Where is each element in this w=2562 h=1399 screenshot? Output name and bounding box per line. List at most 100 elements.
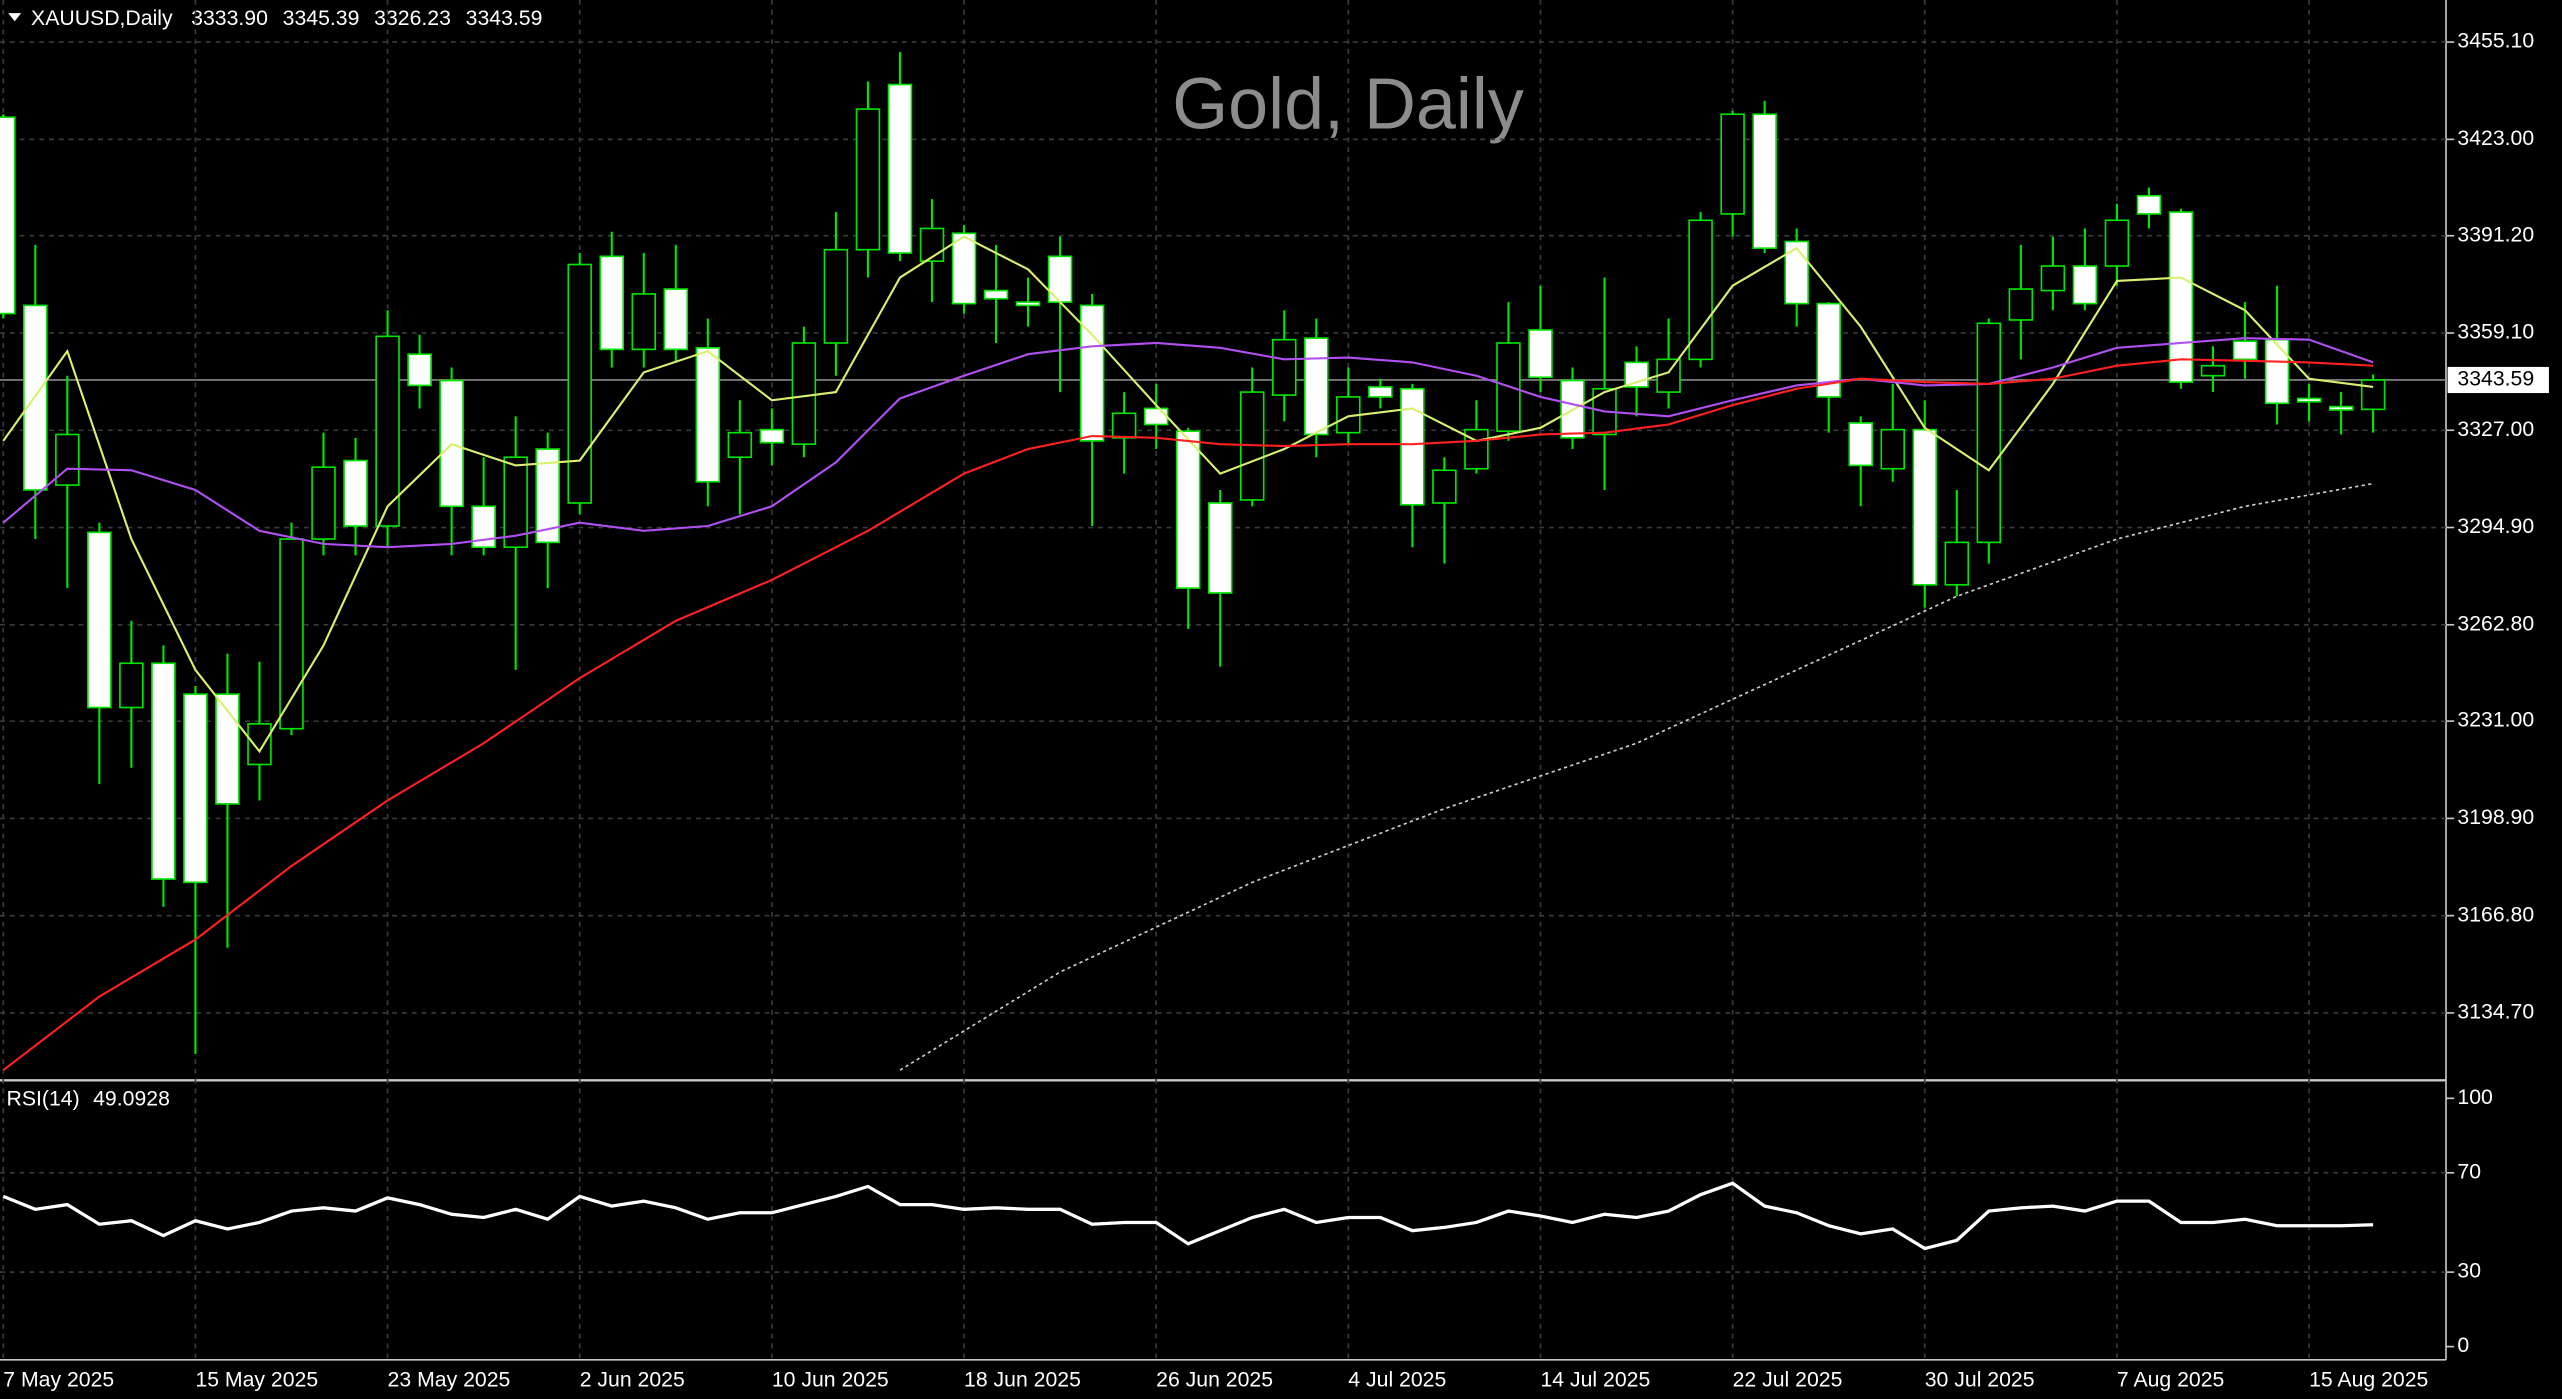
current-price-box (2447, 366, 2549, 394)
y-tick-label: 70 (2457, 1159, 2481, 1183)
candle-body (1207, 502, 1233, 594)
rsi-value: 49.0928 (93, 1087, 170, 1111)
x-tick-label: 15 May 2025 (195, 1368, 318, 1392)
candle-body (0, 116, 16, 315)
x-tick-label: 22 Jul 2025 (1733, 1368, 1843, 1392)
candle-body (983, 289, 1009, 300)
candle-body (279, 538, 304, 730)
candle-body (1720, 113, 1745, 215)
y-tick-label: 3423.00 (2457, 126, 2534, 150)
candle-body (1304, 337, 1329, 436)
y-tick-label: 3166.80 (2457, 902, 2534, 926)
y-tick-label: 0 (2457, 1333, 2469, 1357)
candle-body (1752, 113, 1777, 249)
candle-body (727, 431, 753, 459)
candle-body (1175, 430, 1201, 589)
candle-body (1848, 422, 1873, 467)
open-label: 3333.90 (191, 6, 268, 30)
x-tick-label: 10 Jun 2025 (772, 1368, 889, 1392)
candle-body (55, 433, 80, 486)
candle-body (1111, 412, 1137, 439)
moving-average (2, 235, 2374, 754)
y-tick-label: 30 (2457, 1259, 2481, 1283)
y-tick-label: 3391.20 (2457, 222, 2534, 246)
candle-body (951, 232, 977, 305)
y-tick-label: 100 (2457, 1085, 2492, 1109)
candle-body (887, 83, 913, 254)
candle-body (1400, 387, 1425, 506)
candle-body (2232, 340, 2258, 361)
candle-body (1079, 304, 1105, 442)
y-tick-label: 3231.00 (2457, 708, 2534, 732)
menu-triangle[interactable] (8, 13, 22, 22)
candle-body (2296, 397, 2322, 403)
candle-body (2136, 194, 2162, 215)
candle-body (759, 428, 785, 444)
x-tick-label: 7 Aug 2025 (2117, 1368, 2224, 1392)
candle-body (119, 662, 144, 709)
candle-body (1528, 329, 1553, 379)
candle-body (823, 248, 849, 344)
rsi-label: RSI(14) (7, 1087, 80, 1111)
candle-body (2104, 219, 2130, 267)
watermark-title: Gold, Daily (1172, 64, 1524, 144)
y-tick-label: 3134.70 (2457, 1000, 2534, 1024)
candle-body (311, 466, 336, 540)
candle-body (535, 448, 560, 544)
candle-body (87, 531, 112, 709)
close-label: 3343.59 (466, 6, 543, 30)
candle-body (2328, 405, 2354, 411)
x-tick-label: 30 Jul 2025 (1925, 1368, 2035, 1392)
candle-body (183, 693, 208, 884)
candle-body (695, 347, 721, 483)
y-tick-label: 3327.00 (2457, 417, 2534, 441)
candle-body (471, 505, 496, 549)
rsi-line (2, 1181, 2374, 1251)
candle-body (1784, 240, 1809, 305)
candle-body (2072, 265, 2098, 305)
x-tick-label: 14 Jul 2025 (1540, 1368, 1650, 1392)
x-tick-label: 18 Jun 2025 (964, 1368, 1081, 1392)
candle-body (2264, 338, 2290, 405)
candle-body (503, 456, 528, 549)
candle-body (407, 353, 432, 387)
candle-body (2168, 211, 2194, 383)
x-tick-label: 4 Jul 2025 (1348, 1368, 1446, 1392)
x-tick-label: 15 Aug 2025 (2309, 1368, 2428, 1392)
y-tick-label: 3198.90 (2457, 805, 2534, 829)
candle-body (599, 255, 624, 351)
candle-body (2040, 265, 2066, 292)
x-tick-label: 26 Jun 2025 (1156, 1368, 1273, 1392)
candle-body (215, 693, 240, 805)
candle-body (855, 108, 881, 251)
y-tick-label: 3359.10 (2457, 320, 2534, 344)
candle-body (1143, 407, 1169, 426)
candle-body (247, 723, 272, 766)
y-tick-label: 3294.90 (2457, 514, 2534, 538)
candle-body (1015, 301, 1041, 307)
moving-average (2, 358, 2374, 1072)
candle-body (567, 263, 592, 504)
candle-body (375, 335, 400, 527)
candle-body (1976, 322, 2002, 544)
low-label: 3326.23 (374, 6, 451, 30)
candle-body (1464, 428, 1489, 470)
high-label: 3345.39 (283, 6, 360, 30)
candle-body (663, 288, 689, 351)
candle-body (791, 342, 817, 446)
x-tick-label: 23 May 2025 (388, 1368, 511, 1392)
candle-body (2008, 288, 2034, 321)
candle-body (1944, 541, 1970, 586)
candle-body (2360, 379, 2386, 411)
candle-body (1272, 338, 1297, 396)
candle-body (151, 662, 176, 880)
candle-body (1912, 428, 1938, 586)
moving-average (899, 482, 2374, 1071)
symbol-label: XAUUSD,Daily (31, 6, 173, 30)
candle-body (1368, 386, 1393, 398)
candle-body (1880, 428, 1905, 470)
